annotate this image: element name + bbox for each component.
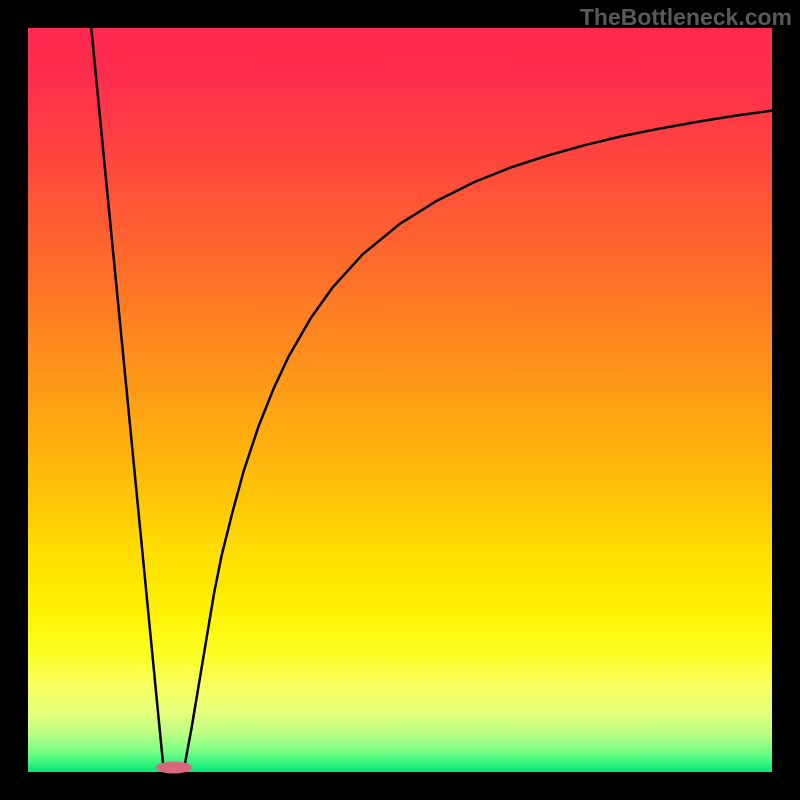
bottleneck-chart: [0, 0, 800, 800]
chart-container: TheBottleneck.com: [0, 0, 800, 800]
watermark-text: TheBottleneck.com: [580, 4, 792, 31]
